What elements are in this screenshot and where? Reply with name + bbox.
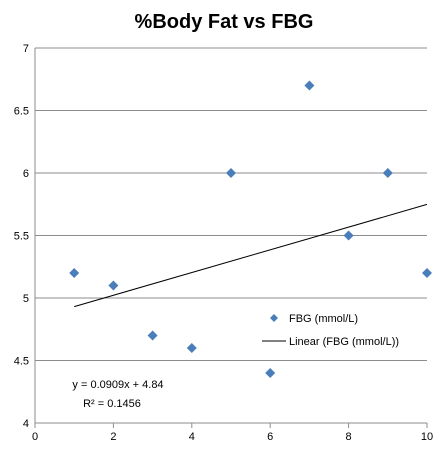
data-point-marker: [422, 268, 432, 278]
trendline-layer: [74, 203, 428, 308]
data-point-marker: [226, 168, 236, 178]
x-tick-label: 6: [267, 431, 273, 443]
data-point-marker: [186, 343, 197, 353]
x-tick-label: 10: [421, 431, 433, 443]
y-tick-label: 4.5: [14, 356, 29, 368]
trendline-r2-label: R² = 0.1456: [83, 398, 141, 410]
legend-label-series: FBG (mmol/L): [289, 313, 358, 325]
y-tick-label: 4: [23, 418, 29, 430]
x-tick-label: 0: [32, 431, 38, 443]
legend-marker-diamond: [270, 314, 278, 322]
y-tick-label: 5.5: [14, 231, 29, 243]
y-tick-label: 7: [23, 43, 29, 55]
y-tick-label: 5: [23, 293, 29, 305]
x-tick-label: 8: [346, 431, 352, 443]
x-tick-label: 4: [189, 431, 195, 443]
legend-label-trendline: Linear (FBG (mmol/L)): [289, 336, 399, 348]
y-tick-label: 6: [23, 168, 29, 180]
axes: 4 4.5 5 5.5 6 6.5 7 0 2 4 6 8 10: [14, 43, 433, 443]
legend: FBG (mmol/L) Linear (FBG (mmol/L)): [262, 313, 399, 348]
trendline-equation-label: y = 0.0909x + 4.84: [72, 379, 163, 391]
trendline: [74, 203, 428, 308]
gridlines: [35, 47, 427, 424]
data-point-marker: [382, 168, 393, 178]
chart-title: %Body Fat vs FBG: [135, 11, 314, 33]
data-point-marker: [265, 368, 276, 378]
trendline-equation: y = 0.0909x + 4.84 R² = 0.1456: [72, 379, 163, 410]
data-point-marker: [343, 230, 354, 241]
data-points: [69, 80, 432, 378]
x-tick-label: 2: [110, 431, 116, 443]
y-tick-label: 6.5: [14, 106, 29, 118]
data-point-marker: [69, 268, 80, 278]
data-point-marker: [304, 80, 315, 91]
data-point-marker: [147, 330, 158, 341]
data-point-marker: [108, 280, 119, 291]
